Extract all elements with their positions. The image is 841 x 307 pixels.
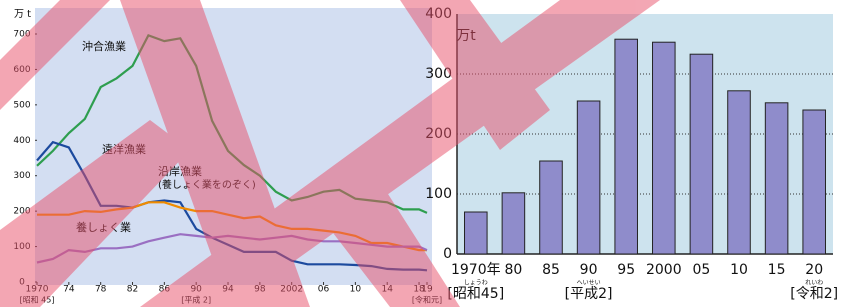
y-tick-label: 600: [13, 65, 30, 75]
y-tick-label: 300: [425, 66, 452, 82]
y-tick-label: 300: [13, 171, 30, 181]
series-label: 養しょく業: [76, 220, 131, 234]
y-tick-label: 100: [425, 186, 452, 202]
bar: [540, 161, 563, 254]
x-tick-label: 1970年: [451, 262, 501, 278]
bar: [765, 103, 788, 254]
bar: [577, 101, 600, 254]
bar: [502, 193, 525, 254]
x-tick-label: 19: [421, 285, 433, 295]
y-axis-label: 万 t: [14, 9, 31, 20]
x-tick-label: 78: [95, 285, 107, 295]
era-label: [昭和 45]: [20, 296, 55, 305]
era-label: [平成2]: [565, 286, 613, 302]
x-tick-label: 20: [805, 262, 823, 278]
x-tick-label: 2002: [280, 285, 303, 295]
x-tick-label: 90: [580, 262, 598, 278]
bar: [615, 39, 638, 254]
y-tick-label: 100: [13, 242, 30, 252]
series-label: 遠洋漁業: [102, 142, 146, 156]
era-label: [平成 2]: [181, 295, 211, 305]
series-label-note: (養しょく業をのぞく): [158, 178, 256, 191]
x-tick-label: 82: [127, 285, 138, 295]
y-tick-label: 500: [13, 100, 30, 110]
y-tick-label: 700: [13, 30, 30, 40]
x-tick-label: 74: [63, 285, 75, 295]
x-tick-label: 06: [318, 285, 330, 295]
x-tick-label: 15: [768, 262, 786, 278]
x-tick-label: 90: [190, 285, 202, 295]
bar: [803, 110, 826, 254]
y-tick-label: 0: [443, 246, 452, 262]
series-label: 沖合漁業: [82, 39, 126, 53]
y-axis-label: 万t: [456, 28, 476, 44]
x-tick-label: 80: [504, 262, 522, 278]
x-tick-label: 94: [222, 285, 234, 295]
bar: [465, 212, 488, 254]
x-tick-label: 10: [730, 262, 748, 278]
x-tick-label: 14: [381, 285, 393, 295]
x-tick-label: 1970: [26, 285, 49, 295]
era-label: [令和2]: [790, 286, 838, 302]
bar: [728, 91, 751, 254]
x-tick-label: 86: [159, 285, 171, 295]
bar: [690, 54, 713, 254]
y-tick-label: 200: [425, 126, 452, 142]
era-label: [令和元]: [412, 295, 442, 305]
x-tick-label: 95: [617, 262, 635, 278]
y-tick-label: 400: [425, 6, 452, 22]
y-tick-label: 400: [13, 136, 30, 146]
x-tick-label: 85: [542, 262, 560, 278]
x-tick-label: 2000: [646, 262, 682, 278]
y-tick-label: 200: [13, 207, 30, 217]
x-tick-label: 10: [350, 285, 362, 295]
series-label: 沿岸漁業: [158, 164, 202, 178]
chart: 万 t0100200300400500600700197074788286909…: [0, 0, 841, 307]
y-tick-label: 0: [19, 278, 25, 288]
x-tick-label: 05: [692, 262, 710, 278]
x-tick-label: 98: [254, 285, 266, 295]
bar: [653, 42, 676, 254]
era-label: [昭和45]: [447, 286, 504, 302]
